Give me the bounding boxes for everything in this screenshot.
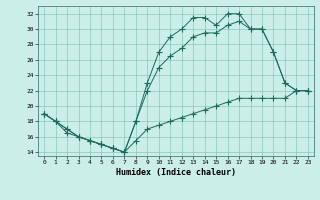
- X-axis label: Humidex (Indice chaleur): Humidex (Indice chaleur): [116, 168, 236, 177]
